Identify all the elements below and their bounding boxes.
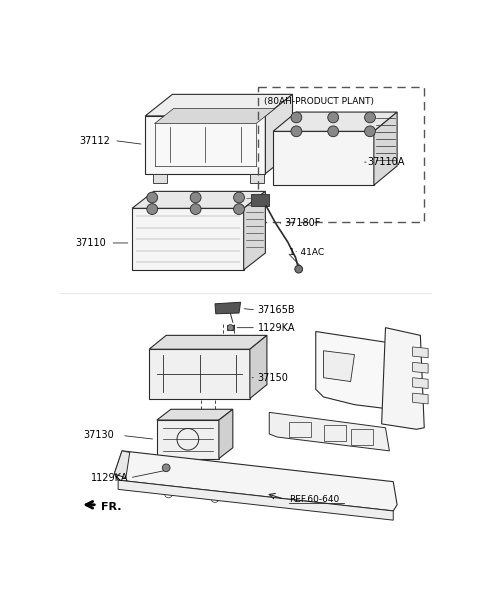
- Circle shape: [365, 112, 375, 123]
- Text: 1· 41AC: 1· 41AC: [288, 248, 324, 257]
- Circle shape: [162, 464, 170, 471]
- Polygon shape: [114, 451, 397, 511]
- Polygon shape: [118, 480, 393, 520]
- Circle shape: [234, 192, 244, 203]
- Polygon shape: [413, 347, 428, 358]
- Polygon shape: [269, 413, 389, 451]
- Circle shape: [365, 126, 375, 137]
- Circle shape: [291, 126, 302, 137]
- Polygon shape: [251, 194, 269, 206]
- Polygon shape: [244, 191, 265, 270]
- Polygon shape: [219, 409, 233, 459]
- Polygon shape: [374, 112, 397, 185]
- Polygon shape: [153, 173, 167, 183]
- Polygon shape: [215, 302, 240, 314]
- Circle shape: [190, 204, 201, 215]
- Circle shape: [328, 126, 338, 137]
- Circle shape: [291, 112, 302, 123]
- Polygon shape: [149, 349, 250, 398]
- Circle shape: [295, 265, 302, 273]
- Text: 37110: 37110: [75, 238, 106, 248]
- Polygon shape: [228, 326, 234, 330]
- Polygon shape: [132, 191, 265, 208]
- Text: 37130: 37130: [83, 430, 114, 441]
- Text: 1129KA: 1129KA: [258, 322, 295, 333]
- Text: 37112: 37112: [79, 135, 110, 145]
- Polygon shape: [157, 420, 219, 459]
- Polygon shape: [114, 451, 130, 478]
- Circle shape: [234, 204, 244, 215]
- Polygon shape: [413, 378, 428, 389]
- Text: 37110A: 37110A: [368, 157, 405, 167]
- Polygon shape: [273, 112, 397, 131]
- Circle shape: [147, 192, 157, 203]
- Circle shape: [228, 324, 234, 331]
- Text: FR.: FR.: [101, 502, 121, 512]
- Polygon shape: [250, 335, 267, 398]
- Polygon shape: [145, 94, 292, 116]
- Polygon shape: [413, 362, 428, 373]
- Text: (80AH-PRODUCT PLANT): (80AH-PRODUCT PLANT): [264, 97, 374, 106]
- Polygon shape: [145, 116, 265, 173]
- Polygon shape: [273, 131, 374, 185]
- Circle shape: [147, 204, 157, 215]
- Polygon shape: [265, 94, 292, 173]
- Polygon shape: [382, 328, 424, 429]
- Bar: [258, 88, 424, 222]
- Text: 37150: 37150: [258, 373, 288, 383]
- Text: 37180F: 37180F: [285, 218, 321, 228]
- Polygon shape: [316, 332, 417, 408]
- Polygon shape: [157, 409, 233, 420]
- Text: 37165B: 37165B: [258, 305, 295, 315]
- Polygon shape: [155, 109, 275, 124]
- Polygon shape: [413, 393, 428, 404]
- Text: 1129KA: 1129KA: [91, 473, 129, 483]
- Circle shape: [328, 112, 338, 123]
- Polygon shape: [250, 173, 264, 183]
- Circle shape: [190, 192, 201, 203]
- Text: REF.60-640: REF.60-640: [288, 495, 339, 504]
- Polygon shape: [132, 208, 244, 270]
- Polygon shape: [324, 351, 355, 381]
- Polygon shape: [149, 335, 267, 349]
